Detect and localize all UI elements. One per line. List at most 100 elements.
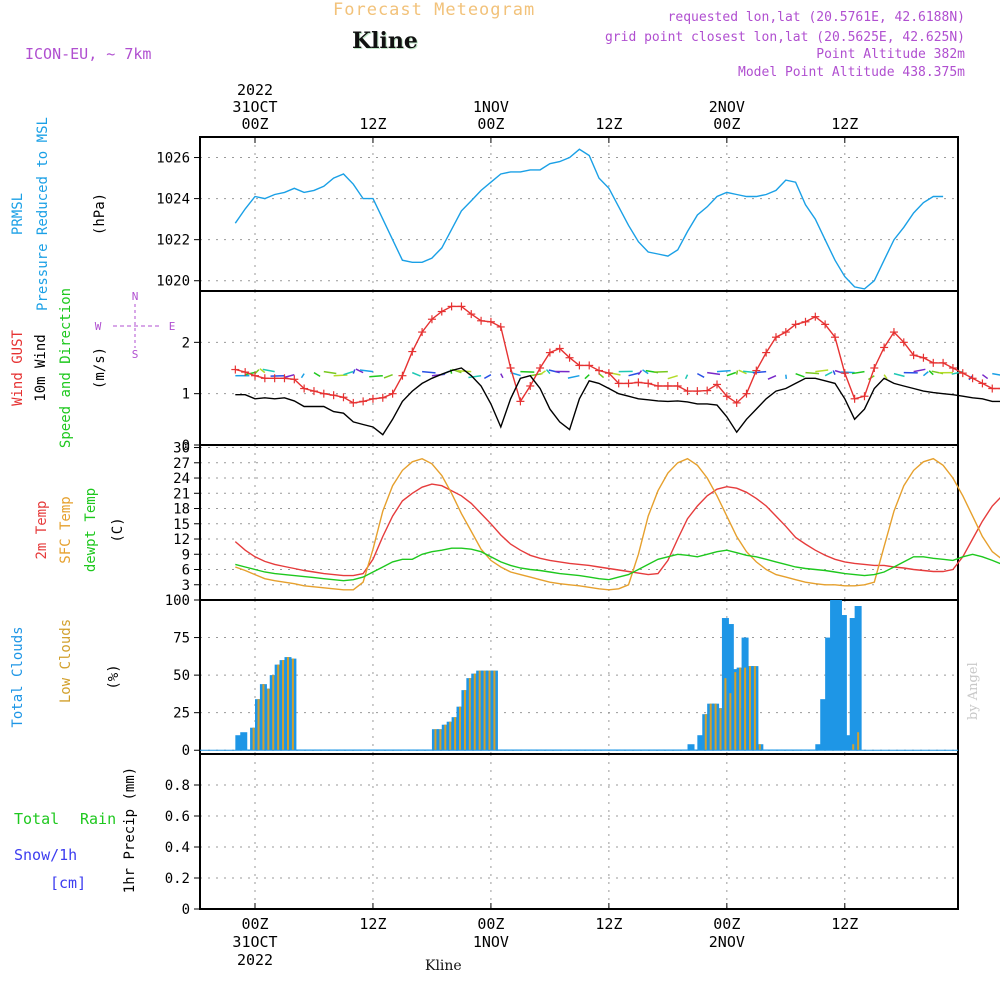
precip-panel: 0 0.2 0.4 0.6 0.8 bbox=[165, 753, 959, 918]
compass-south: S bbox=[132, 348, 139, 361]
wind-gust-series-marker bbox=[565, 353, 574, 362]
temp-ytick-label: 3 bbox=[182, 578, 190, 594]
temp-dewpt-series-line bbox=[235, 547, 1000, 582]
wind-gust-series-marker bbox=[909, 351, 918, 360]
low-clouds-bar bbox=[468, 678, 471, 751]
low-clouds-bar bbox=[286, 657, 289, 751]
wind-direction-arrow bbox=[483, 374, 492, 380]
wind-gust-series-marker bbox=[309, 387, 318, 396]
wind-direction-arrow bbox=[411, 371, 421, 377]
wind-gust-series-marker bbox=[339, 393, 348, 402]
pressure-label-prmsl: PRMSL bbox=[10, 193, 26, 235]
model-altitude: Model Point Altitude 438.375m bbox=[738, 65, 965, 80]
compass-east: E bbox=[169, 320, 176, 333]
total-clouds-bar bbox=[854, 606, 862, 751]
wind-direction-arrow bbox=[468, 374, 482, 379]
wind-direction-arrow bbox=[684, 374, 689, 380]
total-clouds-bar bbox=[815, 744, 823, 751]
wind-gust-series-marker bbox=[319, 389, 328, 398]
precip-label-total: Total bbox=[14, 810, 59, 828]
wind-direction-arrow bbox=[851, 370, 865, 375]
compass-north: N bbox=[132, 290, 139, 303]
total-clouds-bar bbox=[839, 615, 847, 751]
wind-gust-series-marker bbox=[713, 380, 722, 389]
wind-gust-series-marker bbox=[427, 315, 436, 324]
wind-gust-series-marker bbox=[998, 387, 1000, 390]
wind-gust-series-marker bbox=[585, 361, 594, 370]
low-clouds-bar bbox=[272, 675, 275, 751]
wind-direction-arrow bbox=[726, 371, 737, 377]
wind-gust-series-marker bbox=[791, 320, 800, 329]
wind-direction-arrow bbox=[735, 370, 739, 375]
low-clouds-bar bbox=[267, 688, 270, 751]
wind-gust-series-marker bbox=[614, 379, 623, 388]
wind-gust-series-marker bbox=[349, 398, 358, 407]
wind-direction-arrow bbox=[313, 371, 321, 378]
wind-panel: 0 1 2 bbox=[182, 290, 959, 454]
precip-label-unit: [cm] bbox=[50, 874, 86, 892]
wind-gust-series-marker bbox=[762, 348, 771, 357]
top-time-label: 31OCT bbox=[232, 98, 277, 116]
wind-gust-series-marker bbox=[919, 353, 928, 362]
wind-gust-series-marker bbox=[241, 368, 250, 377]
temp-ytick-label: 15 bbox=[173, 517, 190, 533]
wind-direction-arrow bbox=[667, 374, 678, 380]
wind-direction-arrow bbox=[832, 370, 836, 375]
grid-point-coords: grid point closest lon,lat (20.5625E, 42… bbox=[604, 30, 965, 45]
temp-2m-series-line bbox=[234, 483, 1000, 577]
wind-direction-arrow bbox=[922, 371, 929, 377]
low-clouds-bar bbox=[439, 729, 442, 751]
pressure-panel: 1020 1022 1024 1026 bbox=[156, 136, 959, 292]
precip-ytick-label: 0 bbox=[182, 902, 190, 918]
top-time-label: 12Z bbox=[359, 115, 386, 133]
wind-direction-arrow bbox=[893, 372, 905, 378]
wind-direction-arrow bbox=[584, 374, 590, 380]
wind-gust-series-marker bbox=[280, 374, 289, 383]
temp-label-dewpt: dewpt Temp bbox=[83, 488, 99, 572]
wind-gust-series-marker bbox=[408, 347, 417, 356]
top-time-label: 2022 bbox=[237, 81, 273, 99]
low-clouds-bar bbox=[493, 670, 496, 751]
wind-direction-arrow bbox=[355, 368, 364, 374]
temp-ytick-label: 27 bbox=[173, 456, 190, 472]
total-clouds-bar bbox=[844, 735, 852, 751]
wind-gust-series-marker bbox=[663, 381, 672, 390]
bottom-time-label: 12Z bbox=[359, 915, 386, 933]
low-clouds-bar bbox=[758, 744, 761, 751]
total-clouds-bar bbox=[697, 735, 705, 751]
wind-gust-series-marker bbox=[703, 386, 712, 395]
wind-direction-arrow bbox=[824, 371, 833, 377]
low-clouds-bar bbox=[454, 717, 457, 751]
location-title: Kline bbox=[352, 28, 418, 54]
temp-ytick-label: 18 bbox=[173, 502, 190, 518]
wind-label-10m: 10m Wind bbox=[33, 334, 49, 401]
wind-gust-series-marker bbox=[595, 366, 604, 375]
wind-gust-series-marker bbox=[486, 317, 495, 326]
low-clouds-bar bbox=[753, 666, 756, 751]
top-time-label: 00Z bbox=[241, 115, 268, 133]
wind-direction-arrow bbox=[369, 374, 383, 378]
wind-gust-series-marker bbox=[939, 358, 948, 367]
clouds-label-low: Low Clouds bbox=[58, 619, 74, 703]
wind-gust-series-marker bbox=[536, 364, 545, 372]
low-clouds-bar bbox=[257, 699, 260, 751]
wind-gust-series-marker bbox=[368, 394, 377, 403]
bottom-time-label: 00Z bbox=[241, 915, 268, 933]
wind-direction-arrow bbox=[500, 373, 504, 379]
wind-direction-arrow bbox=[992, 372, 1000, 376]
total-clouds-bar bbox=[687, 744, 695, 751]
wind-gust-series-marker bbox=[506, 364, 515, 372]
bottom-time-label: 2022 bbox=[237, 951, 273, 969]
point-altitude: Point Altitude 382m bbox=[816, 47, 965, 62]
wind-gust-series-marker bbox=[978, 379, 987, 388]
pressure-frame bbox=[199, 136, 959, 292]
low-clouds-bar bbox=[719, 708, 722, 751]
wind-direction-arrow bbox=[422, 370, 436, 374]
wind-gust-series-marker bbox=[604, 369, 613, 378]
wind-gust-series-marker bbox=[840, 369, 849, 378]
wind-gust-series-marker bbox=[359, 397, 368, 406]
wind-gust-series-marker bbox=[251, 371, 259, 380]
low-clouds-bar bbox=[852, 744, 855, 751]
total-clouds-bar bbox=[235, 735, 243, 751]
low-clouds-bar bbox=[282, 660, 285, 751]
